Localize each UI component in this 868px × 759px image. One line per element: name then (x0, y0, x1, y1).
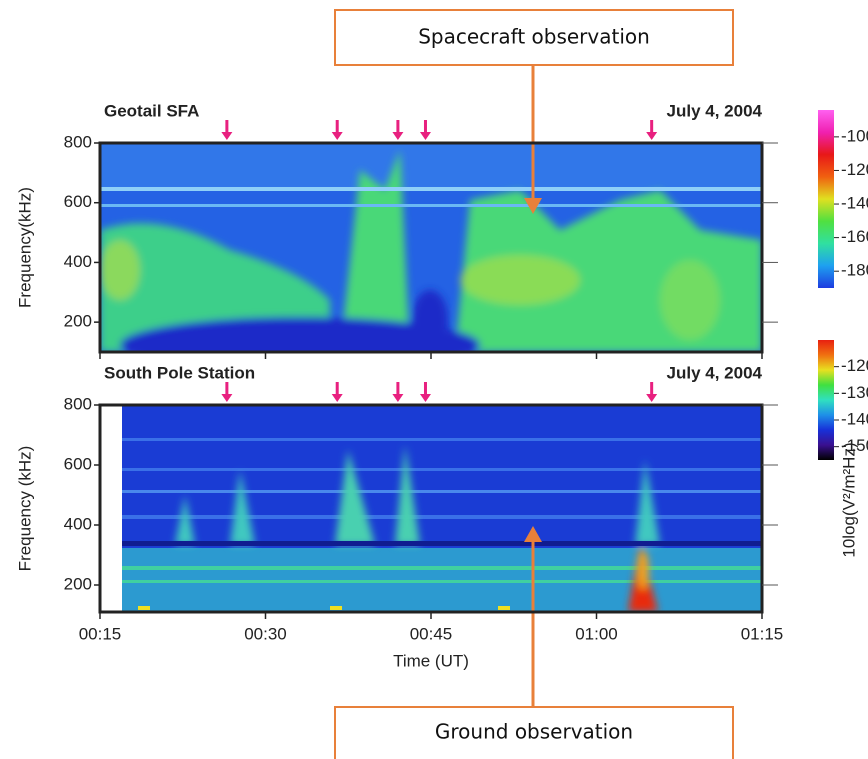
y-tick-label: 800 (64, 132, 92, 151)
y-axis-label: Frequency (kHz) (15, 446, 34, 572)
x-axis-label: Time (UT) (393, 651, 469, 670)
y-tick-label: 800 (64, 394, 92, 413)
event-arrow (646, 382, 658, 402)
colorbar-tick-label: -160 (841, 227, 868, 246)
y-axis-label: Frequency(kHz) (15, 187, 34, 308)
colorbar-tick-label: -150 (841, 436, 868, 455)
colorbar-tick-label: -140 (841, 194, 868, 213)
spectrogram-image (100, 143, 762, 352)
event-arrow (419, 120, 431, 140)
y-tick-label: 200 (64, 312, 92, 331)
y-tick-label: 600 (64, 454, 92, 473)
event-arrow (331, 382, 343, 402)
panel-title: South Pole Station (104, 363, 255, 382)
colorbar (818, 340, 834, 460)
spectrogram-image (100, 405, 762, 612)
event-arrow (392, 120, 404, 140)
x-tick-label: 00:15 (79, 624, 122, 643)
event-arrow (221, 382, 233, 402)
x-tick-label: 01:00 (575, 624, 618, 643)
colorbar-tick-label: -130 (841, 383, 868, 402)
colorbar-tick-label: -120 (841, 356, 868, 375)
colorbar (818, 110, 834, 288)
annotation-arrowhead (524, 526, 542, 542)
event-arrow (392, 382, 404, 402)
x-tick-label: 01:15 (741, 624, 784, 643)
annotation: Ground observation (435, 720, 633, 744)
event-arrow (221, 120, 233, 140)
annotation-box (334, 706, 734, 759)
panel-date: July 4, 2004 (667, 101, 763, 120)
annotation: Spacecraft observation (418, 25, 650, 49)
event-arrow (331, 120, 343, 140)
colorbar-label: 10log(V²/m²Hz) (839, 442, 858, 557)
panel-date: July 4, 2004 (667, 363, 763, 382)
panel-title: Geotail SFA (104, 101, 199, 120)
y-tick-label: 200 (64, 574, 92, 593)
event-arrow (419, 382, 431, 402)
annotation-box (334, 9, 734, 66)
colorbar-tick-label: -100 (841, 126, 868, 145)
colorbar-tick-label: -120 (841, 160, 868, 179)
x-tick-label: 00:30 (244, 624, 287, 643)
colorbar-tick-label: -140 (841, 409, 868, 428)
y-tick-label: 400 (64, 514, 92, 533)
colorbar-tick-label: -180 (841, 261, 868, 280)
annotation-arrowhead (524, 198, 542, 214)
y-tick-label: 400 (64, 252, 92, 271)
y-tick-label: 600 (64, 192, 92, 211)
event-arrow (646, 120, 658, 140)
x-tick-label: 00:45 (410, 624, 453, 643)
